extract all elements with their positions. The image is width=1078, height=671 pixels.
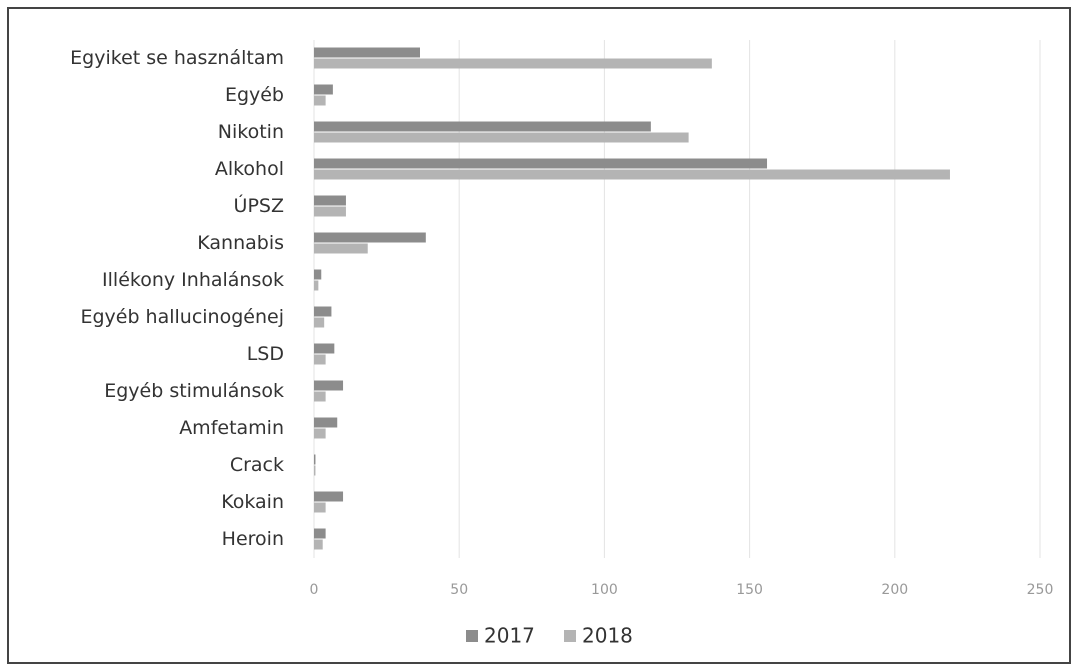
bar (314, 84, 333, 95)
legend-label: 2017 (484, 624, 535, 648)
bar (314, 169, 950, 180)
bar (314, 428, 326, 439)
y-tick-label: Kannabis (197, 232, 284, 254)
bar (314, 158, 768, 169)
bar (314, 380, 344, 391)
bar (314, 343, 335, 354)
bar (314, 491, 344, 502)
bar (314, 539, 323, 550)
bar (314, 354, 326, 365)
x-tick-label: 50 (450, 582, 468, 598)
bar (314, 232, 426, 243)
bar (314, 280, 319, 291)
legend-swatch (466, 630, 478, 642)
y-tick-label: Heroin (222, 528, 284, 550)
x-tick-label: 200 (881, 582, 908, 598)
bar (314, 195, 346, 206)
y-tick-label: Nikotin (218, 121, 284, 143)
bar (314, 502, 326, 513)
bar (314, 465, 316, 476)
x-tick-label: 150 (736, 582, 763, 598)
legend-label: 2018 (582, 624, 633, 648)
legend-swatch (564, 630, 576, 642)
y-tick-label: LSD (247, 343, 284, 365)
bar (314, 58, 712, 69)
chart-border (7, 7, 1071, 664)
y-tick-label: ÚPSZ (234, 193, 284, 217)
y-tick-label: Crack (230, 454, 284, 476)
bar (314, 132, 689, 143)
x-tick-label: 250 (1027, 582, 1054, 598)
y-tick-label: Egyéb hallucinogénej (80, 306, 284, 328)
x-tick-label: 100 (591, 582, 618, 598)
bar (314, 454, 316, 465)
y-tick-label: Egyiket se használtam (70, 47, 284, 69)
y-tick-label: Egyéb (225, 84, 284, 106)
bar (314, 317, 325, 328)
y-tick-label: Alkohol (215, 158, 284, 180)
bar (314, 528, 326, 539)
bar (314, 306, 332, 317)
bar (314, 417, 338, 428)
bar (314, 206, 346, 217)
bar (314, 243, 368, 254)
bar (314, 391, 326, 402)
bar (314, 95, 326, 106)
bar (314, 47, 420, 58)
bar (314, 269, 322, 280)
y-tick-label: Kokain (221, 491, 284, 513)
y-tick-label: Illékony Inhalánsok (102, 269, 284, 291)
y-tick-label: Egyéb stimulánsok (104, 380, 284, 402)
bar (314, 121, 651, 132)
x-tick-label: 0 (310, 582, 319, 598)
y-tick-label: Amfetamin (179, 417, 284, 439)
